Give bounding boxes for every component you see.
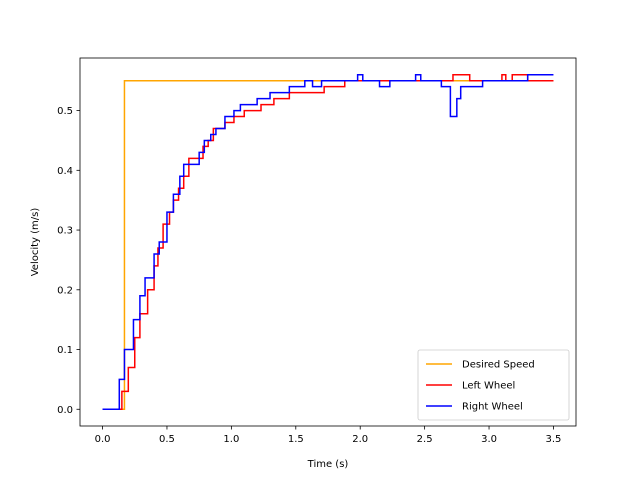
y-axis: 0.0 0.1 0.2 0.3 0.4 0.5 bbox=[57, 106, 80, 416]
x-tick-label: 1.5 bbox=[288, 434, 304, 445]
legend-label: Desired Speed bbox=[462, 360, 535, 371]
x-tick-label: 0.5 bbox=[159, 434, 175, 445]
y-tick-label: 0.1 bbox=[57, 345, 73, 356]
x-tick-label: 2.5 bbox=[417, 434, 433, 445]
legend-box bbox=[417, 349, 570, 421]
x-tick-label: 2.0 bbox=[352, 434, 368, 445]
y-tick-label: 0.4 bbox=[57, 166, 73, 177]
y-tick-label: 0.0 bbox=[57, 405, 73, 416]
plot-frame bbox=[79, 57, 577, 427]
legend-label: Left Wheel bbox=[462, 381, 515, 392]
x-tick-label: 1.0 bbox=[223, 434, 239, 445]
y-tick-label: 0.3 bbox=[57, 226, 73, 237]
y-axis-label: Velocity (m/s) bbox=[30, 208, 41, 277]
legend-label: Right Wheel bbox=[462, 402, 523, 413]
series-line-3 bbox=[102, 73, 554, 411]
x-tick-label: 3.5 bbox=[546, 434, 562, 445]
series-layer bbox=[102, 73, 554, 411]
y-tick-label: 0.2 bbox=[57, 285, 73, 296]
x-axis: 0.0 0.5 1.0 1.5 2.0 2.5 3.0 3.5 bbox=[95, 426, 562, 445]
x-axis-label: Time (s) bbox=[307, 459, 349, 470]
x-tick-label: 3.0 bbox=[481, 434, 497, 445]
x-tick-label: 0.0 bbox=[95, 434, 111, 445]
legend: Desired Speed Left Wheel Right Wheel bbox=[417, 349, 570, 421]
y-tick-label: 0.5 bbox=[57, 106, 73, 117]
